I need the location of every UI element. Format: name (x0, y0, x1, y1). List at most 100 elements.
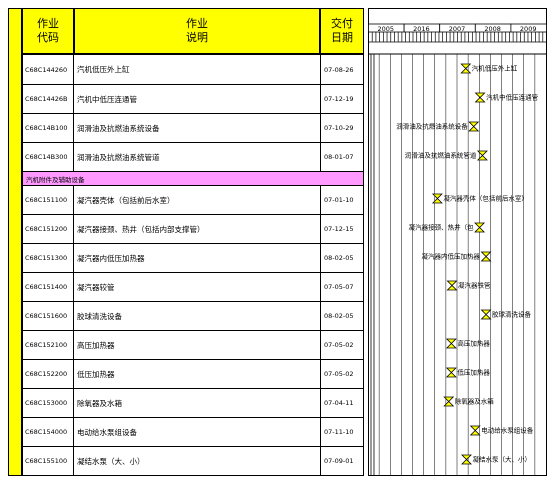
milestone-label: 电动给水泵组设备 (481, 426, 533, 435)
task-table: C68C144260 汽机低压外上缸 07-08-26 C68C14426B 汽机中低压… (22, 54, 364, 476)
milestone-label: 凝结水泵（大、小） (473, 455, 532, 464)
milestone-marker[interactable] (468, 121, 480, 132)
header-date-line1: 交付 (331, 17, 353, 30)
milestone-label: 汽机中低压连通管 (486, 93, 539, 102)
milestone-label: 润滑油及抗燃油系统设备 (396, 122, 468, 131)
milestone-marker[interactable] (445, 367, 457, 378)
table-row[interactable]: C68C14B100 润滑油及抗燃油系统设备 07-10-29 (23, 113, 363, 142)
milestone-label: 凝汽器壳体（包括前后水室） (443, 194, 528, 203)
delivery-date-cell: 07-05-02 (324, 370, 354, 378)
activity-description-cell: 凝结水泵（大、小） (77, 456, 145, 466)
activity-code-cell: C68C153000 (25, 399, 68, 407)
header-delivery-date[interactable]: 交付 日期 (320, 8, 364, 54)
milestone-marker[interactable] (476, 150, 488, 161)
year-cell (510, 23, 547, 33)
table-row[interactable]: C68C152200 低压加热器 07-05-02 (23, 359, 363, 388)
delivery-date-cell: 08-02-05 (324, 312, 354, 320)
table-row[interactable]: C68C151200 凝汽器接颈、热井（包括内部支撑管） 07-12-15 (23, 214, 363, 243)
gantt-chart: 2005 2016 2007 2008 2009 汽机低压外上缸汽机中低压连通管润滑油及抗… (368, 8, 547, 476)
header-code[interactable]: 作业 代码 (22, 8, 74, 54)
gantt-frame (368, 8, 547, 476)
milestone-marker[interactable] (474, 92, 486, 103)
delivery-date-cell: 08-02-05 (324, 254, 354, 262)
table-row[interactable]: C68C144260 汽机低压外上缸 07-08-26 (23, 55, 363, 84)
activity-description-cell: 汽机中低压连通管 (77, 94, 137, 104)
activity-description-cell: 汽机低压外上缸 (77, 65, 130, 74)
column-divider (320, 55, 321, 475)
activity-code-cell: C68C14426B (25, 95, 68, 103)
table-row[interactable]: C68C151400 凝汽器较管 07-05-07 (23, 272, 363, 301)
activity-description-cell: 电动给水泵组设备 (77, 427, 137, 437)
milestone-label: 胶球清洗设备 (492, 310, 532, 319)
activity-code-cell: C68C152200 (25, 370, 68, 378)
table-row[interactable]: C68C151300 凝汽器内低压加热器 08-02-05 (23, 243, 363, 272)
activity-description-cell: 高压加热器 (77, 340, 115, 350)
milestone-label: 润滑油及抗燃油系统管道 (405, 151, 477, 160)
table-row[interactable]: C68C151600 胶球清洗设备 08-02-05 (23, 301, 363, 330)
header-description[interactable]: 作业 说明 (74, 8, 320, 54)
activity-code-cell: C68C152100 (25, 341, 68, 349)
milestone-marker[interactable] (480, 251, 492, 262)
year-label: 2008 (484, 25, 501, 33)
year-label: 2005 (378, 25, 395, 33)
delivery-date-cell: 08-01-07 (324, 153, 354, 161)
header-desc-line2: 说明 (186, 31, 208, 44)
milestone-marker[interactable] (443, 396, 455, 407)
delivery-date-cell: 07-10-29 (324, 124, 354, 132)
group-header-row[interactable]: 汽机附件及辅助设备 (23, 171, 363, 185)
delivery-date-cell: 07-09-01 (324, 457, 354, 465)
table-row[interactable]: C68C151100 凝汽器壳体（包括前后水室） 07-01-10 (23, 185, 363, 214)
milestone-marker[interactable] (460, 63, 472, 74)
column-divider (73, 55, 74, 475)
left-margin-bar (8, 8, 22, 476)
table-row[interactable]: C68C153000 除氧器及水箱 07-04-11 (23, 388, 363, 417)
activity-description-cell: 凝汽器内低压加热器 (77, 253, 145, 263)
activity-description-cell: 低压加热器 (77, 369, 115, 379)
table-row[interactable]: C68C154000 电动给水泵组设备 07-11-10 (23, 417, 363, 446)
activity-description-cell: 润滑油及抗燃油系统设备 (77, 123, 160, 133)
year-label: 2016 (413, 25, 430, 33)
activity-code-cell: C68C14B300 (25, 153, 68, 161)
table-row[interactable]: C68C14426B 汽机中低压连通管 07-12-19 (23, 84, 363, 113)
milestone-marker[interactable] (446, 280, 458, 291)
delivery-date-cell: 07-11-10 (324, 428, 354, 436)
header-desc-line1: 作业 (186, 17, 208, 30)
header-date-line2: 日期 (331, 31, 353, 44)
table-row[interactable]: C68C152100 高压加热器 07-05-02 (23, 330, 363, 359)
header-code-line2: 代码 (37, 31, 59, 44)
delivery-date-cell: 07-04-11 (324, 399, 354, 407)
activity-code-cell: C68C144260 (25, 65, 68, 74)
table-row[interactable]: C68C14B300 润滑油及抗燃油系统管道 08-01-07 (23, 142, 363, 171)
milestone-marker[interactable] (445, 338, 457, 349)
milestone-marker[interactable] (431, 193, 443, 204)
milestone-label: 除氧器及水箱 (455, 397, 495, 406)
milestone-marker[interactable] (480, 309, 492, 320)
milestone-label: 凝汽器铁管 (458, 281, 491, 290)
activity-code-cell: C68C151100 (25, 196, 68, 204)
delivery-date-cell: 07-08-26 (324, 65, 354, 74)
table-row[interactable]: C68C155100 凝结水泵（大、小） 07-09-01 (23, 446, 363, 475)
header-code-line1: 作业 (37, 17, 59, 30)
activity-code-cell: C68C151400 (25, 283, 68, 291)
delivery-date-cell: 07-01-10 (324, 196, 354, 204)
activity-description-cell: 润滑油及抗燃油系统管道 (77, 152, 160, 162)
activity-description-cell: 凝汽器较管 (77, 282, 115, 292)
activity-code-cell: C68C151600 (25, 312, 68, 320)
delivery-date-cell: 07-12-19 (324, 95, 354, 103)
milestone-label: 低压加热器 (457, 368, 490, 377)
activity-code-cell: C68C14B100 (25, 124, 68, 132)
milestone-marker[interactable] (469, 425, 481, 436)
delivery-date-cell: 07-05-02 (324, 341, 354, 349)
milestone-label: 汽机低压外上缸 (472, 64, 518, 73)
milestone-label: 凝汽器内低压加热器 (422, 252, 481, 261)
delivery-date-cell: 07-05-07 (324, 283, 354, 291)
activity-description-cell: 胶球清洗设备 (77, 311, 122, 321)
milestone-label: 凝汽器接颈、热井（包 (409, 223, 475, 232)
activity-description-cell: 凝汽器壳体（包括前后水室） (77, 195, 175, 205)
year-label: 2009 (520, 25, 537, 33)
milestone-marker[interactable] (461, 454, 472, 465)
milestone-marker[interactable] (474, 222, 486, 233)
activity-description-cell: 凝汽器接颈、热井（包括内部支撑管） (77, 224, 205, 234)
activity-code-cell: C68C154000 (25, 428, 68, 436)
